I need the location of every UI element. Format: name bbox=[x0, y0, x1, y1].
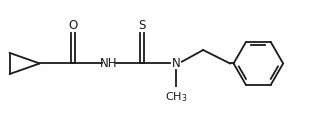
Text: NH: NH bbox=[100, 57, 117, 70]
Text: S: S bbox=[139, 19, 146, 32]
Text: CH$_3$: CH$_3$ bbox=[164, 90, 187, 104]
Text: O: O bbox=[69, 19, 78, 32]
Text: N: N bbox=[172, 57, 180, 70]
